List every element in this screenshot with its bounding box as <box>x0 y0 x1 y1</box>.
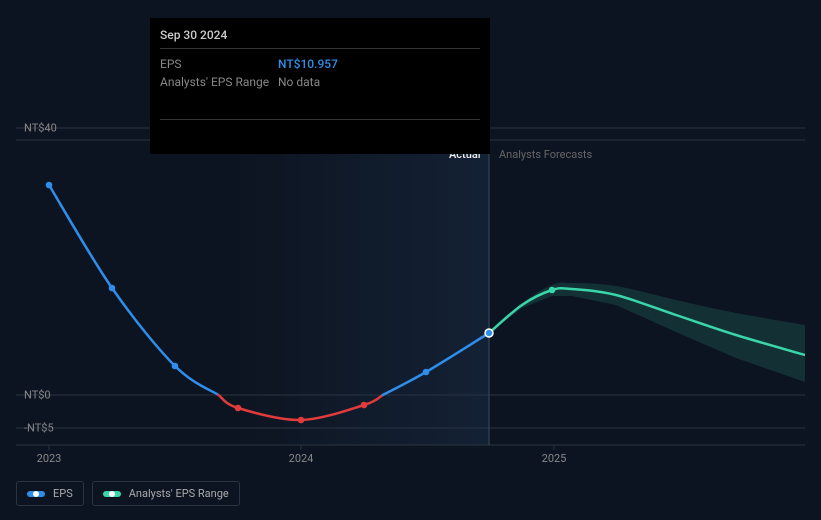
tooltip-divider <box>160 119 480 120</box>
region-label-forecast: Analysts Forecasts <box>499 148 592 161</box>
y-axis-label: -NT$5 <box>24 422 54 435</box>
x-axis-label: 2025 <box>542 452 567 465</box>
tooltip-date: Sep 30 2024 <box>160 28 480 49</box>
tooltip-value: No data <box>278 75 320 89</box>
x-axis-label: 2023 <box>37 452 62 465</box>
legend-label: Analysts' EPS Range <box>129 487 229 500</box>
legend-item-eps[interactable]: EPS <box>16 481 84 506</box>
y-axis-label: NT$0 <box>24 389 51 402</box>
x-axis-label: 2024 <box>289 452 314 465</box>
tooltip-label: Analysts' EPS Range <box>160 75 278 89</box>
tooltip-row: EPS NT$10.957 <box>160 55 480 73</box>
chart-tooltip: Sep 30 2024 EPS NT$10.957 Analysts' EPS … <box>150 18 490 154</box>
legend-swatch <box>27 491 45 497</box>
tooltip-value: NT$10.957 <box>278 57 338 71</box>
tooltip-row: Analysts' EPS Range No data <box>160 73 480 91</box>
chart-svg <box>16 120 805 465</box>
chart-legend: EPS Analysts' EPS Range <box>16 481 240 506</box>
eps-chart[interactable]: NT$40NT$0-NT$5 202320242025 Actual Analy… <box>16 120 805 465</box>
tooltip-label: EPS <box>160 57 278 71</box>
legend-swatch <box>103 491 121 497</box>
legend-label: EPS <box>53 487 73 500</box>
legend-item-range[interactable]: Analysts' EPS Range <box>92 481 240 506</box>
y-axis-label: NT$40 <box>24 122 57 135</box>
